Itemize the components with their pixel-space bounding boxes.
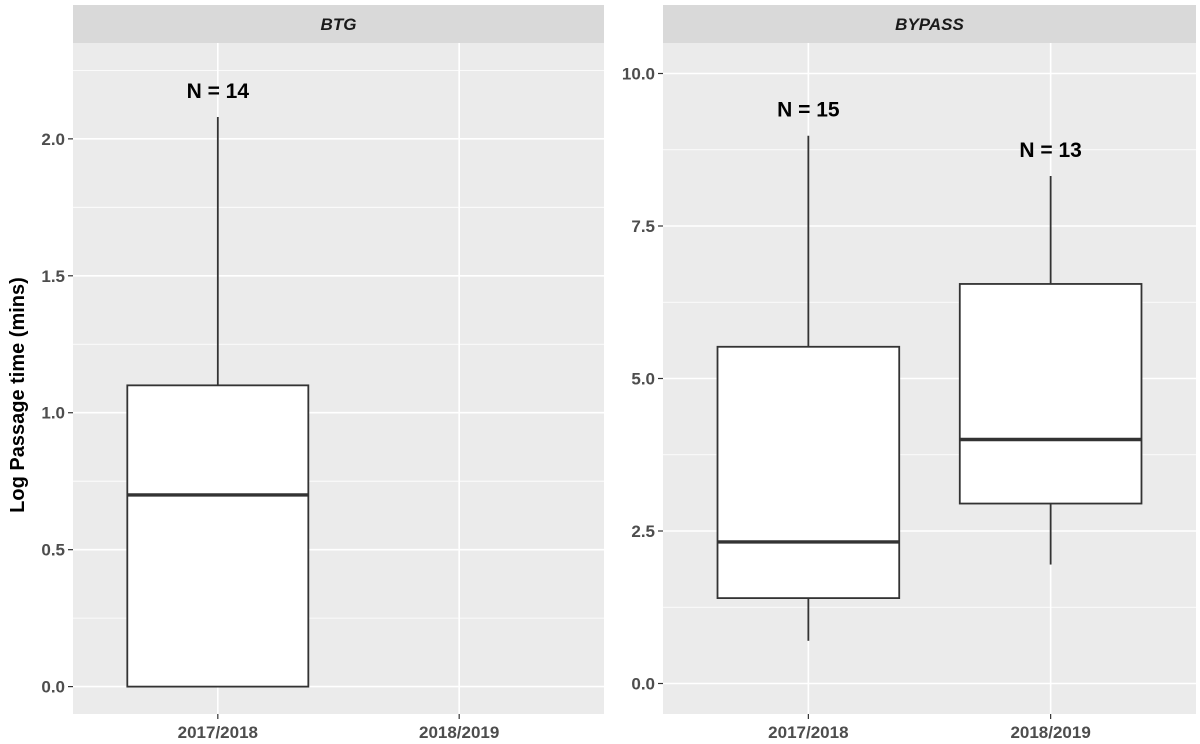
box-iqr — [958, 283, 1143, 505]
y-tick-label: 7.5 — [631, 217, 655, 236]
n-count-label: N = 14 — [187, 80, 250, 103]
x-tick-label: 2018/2019 — [1010, 723, 1090, 742]
strip-btg — [73, 5, 604, 43]
strip-label-btg: BTG — [321, 15, 357, 34]
box-bypass-2018-2019: N = 13 — [958, 139, 1143, 565]
y-tick-label: 0.0 — [41, 678, 65, 697]
y-tick-label: 0.5 — [41, 541, 65, 560]
x-tick-label: 2018/2019 — [419, 723, 499, 742]
panel-btg: BTG 0.0 0.5 1.0 1.5 2.0 2017/2018 2018/2019 N = … — [41, 5, 604, 742]
facet-panels: BTG 0.0 0.5 1.0 1.5 2.0 2017/2018 2018/2019 N = … — [41, 5, 1196, 742]
y-tick-label: 1.0 — [41, 404, 65, 423]
n-count-label: N = 13 — [1019, 139, 1081, 162]
strip-label-bypass: BYPASS — [895, 15, 964, 34]
x-tick-label: 2017/2018 — [768, 723, 848, 742]
y-tick-label: 5.0 — [631, 370, 655, 389]
panel-bypass: BYPASS 0.0 2.5 5.0 7.5 10.0 2017/2018 2018/2019… — [622, 5, 1196, 742]
box-bypass-2017-2018: N = 15 — [716, 99, 901, 641]
x-tick-label: 2017/2018 — [178, 723, 258, 742]
box-btg-2017-2018: N = 14 — [126, 80, 310, 688]
y-axis-title: Log Passage time (mins) — [7, 277, 29, 513]
y-tick-label: 2.5 — [631, 522, 655, 541]
y-tick-label: 2.0 — [41, 130, 65, 149]
y-tick-label: 1.5 — [41, 267, 65, 286]
box-iqr — [126, 384, 310, 688]
box-iqr — [716, 345, 901, 600]
y-tick-label: 10.0 — [622, 65, 655, 84]
strip-bypass — [663, 5, 1196, 43]
y-tick-label: 0.0 — [631, 675, 655, 694]
n-count-label: N = 15 — [777, 99, 840, 122]
